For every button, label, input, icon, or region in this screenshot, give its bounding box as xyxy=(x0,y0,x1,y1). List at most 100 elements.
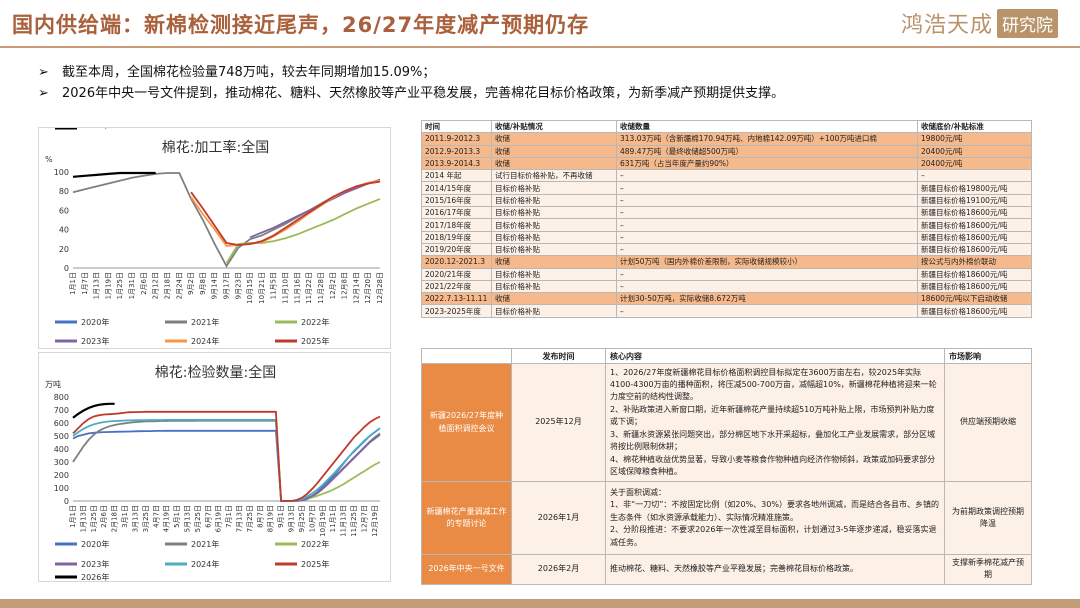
x-tick-label: 9月25日 xyxy=(298,505,306,532)
x-tick-label: 4月7日 xyxy=(152,505,160,528)
table-row: 2011.9-2012.3 收储 313.03万吨（含新疆棉170.94万吨、内地棉… xyxy=(421,132,1032,146)
legend-label: 2021年 xyxy=(191,539,219,549)
x-tick-label: 7月1日 xyxy=(225,505,233,528)
x-tick-label: 11月13日 xyxy=(340,505,348,537)
table-header-cell: 收储底价/补贴标准 xyxy=(917,119,1032,134)
x-tick-label: 9月8日 xyxy=(199,272,207,295)
table-cell: 2022.7.13-11.11 xyxy=(421,292,492,306)
y-tick-label: 0 xyxy=(64,497,69,506)
y-tick-label: 700 xyxy=(54,406,69,415)
table-cell: 目标价格补贴 xyxy=(491,206,617,220)
table-cell: 收储 xyxy=(491,156,617,171)
table-header-cell: 发布时间 xyxy=(511,348,606,364)
x-tick-label: 12月8日 xyxy=(341,272,349,299)
page-title: 国内供给端：新棉检测接近尾声，26/27年度减产预期仍存 xyxy=(12,13,590,37)
x-tick-label: 3月13日 xyxy=(131,505,139,532)
footer-bar xyxy=(0,599,1080,608)
table-row: 2020/21年度 目标价格补贴 – 新疆目标价格18600元/吨 xyxy=(421,267,1032,281)
x-tick-label: 2月18日 xyxy=(163,272,171,299)
x-tick-label: 11月1日 xyxy=(329,505,337,532)
y-tick-label: 100 xyxy=(54,484,69,493)
y-tick-label: 0 xyxy=(64,264,69,273)
table-row: 2022.7.13-11.11 收储 计划30-50万吨，实际收储8.672万吨 18… xyxy=(421,292,1032,306)
table-row: 2018/19年度 目标价格补贴 – 新疆目标价格18600元/吨 xyxy=(421,230,1032,244)
table-cell: – xyxy=(616,242,918,257)
table-cell: 目标价格补贴 xyxy=(491,181,617,195)
policy-category: 新疆2026/27年度种植面积调控会议 xyxy=(421,363,512,482)
y-axis-label: 万吨 xyxy=(45,379,61,389)
y-tick-label: 80 xyxy=(59,187,69,196)
table-cell: 目标价格补贴 xyxy=(491,193,617,208)
legend-label: 2023年 xyxy=(81,559,109,569)
y-tick-label: 60 xyxy=(59,206,69,215)
table-cell: 2018/19年度 xyxy=(421,230,492,244)
table-cell: – xyxy=(616,169,918,183)
table-row: 2023-2025年度 目标价格补贴 – 新疆目标价格18600元/吨 xyxy=(421,304,1032,318)
legend-label: 2021年 xyxy=(191,317,219,327)
table-row: 2014/15年度 目标价格补贴 – 新疆目标价格19800元/吨 xyxy=(421,181,1032,195)
bullet-item: ➢ 截至本周，全国棉花检验量748万吨，较去年同期增加15.09%； xyxy=(38,62,784,83)
bullet-text: 2026年中央一号文件提到，推动棉花、糖料、天然橡胶等产业平稳发展，完善棉花目标… xyxy=(62,86,785,101)
table-row: 2016/17年度 目标价格补贴 – 新疆目标价格18600元/吨 xyxy=(421,206,1032,220)
series-line-2025年 xyxy=(72,410,381,502)
x-tick-label: 1月1日 xyxy=(69,272,77,295)
policy-content-line: 2、分阶段推进：不要求2026年一次性减至目标面积，计划通过3-5年逐步递减，稳… xyxy=(610,525,937,547)
table-cell: 目标价格补贴 xyxy=(491,267,617,281)
series-line-2024年 xyxy=(72,419,381,502)
x-tick-label: 11月28日 xyxy=(317,272,325,304)
policy-content-line: 4、棉花种植收益优势显著，导致小麦等粮食作物种植向经济作物倾斜，政策或加码要求部… xyxy=(610,454,936,476)
legend-label: 2026年 xyxy=(81,572,109,582)
table-cell: 2023-2025年度 xyxy=(421,304,492,318)
table-cell: 2020/21年度 xyxy=(421,267,492,281)
table-header-cell: 时间 xyxy=(421,119,492,134)
x-tick-label: 9月17日 xyxy=(223,272,231,299)
series-line-2023年 xyxy=(296,433,381,502)
bullet-list: ➢ 截至本周，全国棉花检验量748万吨，较去年同期增加15.09%； ➢ 2026年… xyxy=(38,62,784,104)
x-tick-label: 3月1日 xyxy=(121,505,129,528)
table-header-cell: 收储数量 xyxy=(616,119,918,134)
x-tick-label: 10月19日 xyxy=(319,505,327,537)
table-cell: 试行目标价格补贴，不再收储 xyxy=(491,169,617,183)
table-cell: 18600元/吨以下启动收储 xyxy=(917,292,1032,306)
table-cell: 目标价格补贴 xyxy=(491,218,617,232)
y-tick-label: 500 xyxy=(54,432,69,441)
x-tick-label: 1月13日 xyxy=(79,505,87,532)
x-tick-label: 9月1日 xyxy=(277,505,285,528)
table-cell: 2013.9-2014.3 xyxy=(421,156,492,171)
table-cell: 631万吨（占当年度产量约90%） xyxy=(616,156,918,171)
x-tick-label: 10月15日 xyxy=(246,272,254,304)
legend-label: 2025年 xyxy=(301,559,329,569)
legend-label: 2020年 xyxy=(81,539,109,549)
y-tick-label: 300 xyxy=(54,458,69,467)
table-cell: 目标价格补贴 xyxy=(491,242,617,257)
table-header-cell: 收储/补贴情况 xyxy=(491,119,617,134)
table-header-cell xyxy=(421,348,512,364)
x-tick-label: 2月12日 xyxy=(152,272,160,299)
x-tick-label: 10月21日 xyxy=(258,272,266,304)
table-row: 2020.12-2021.3 收储 计划50万吨（国内外棉价差限制，实际收储规模较小… xyxy=(421,255,1032,269)
policy-impact: 支撑新季棉花减产预期 xyxy=(944,554,1032,585)
table-cell: 新疆目标价格18600元/吨 xyxy=(917,230,1032,244)
y-tick-label: 20 xyxy=(59,245,69,254)
y-tick-label: 100 xyxy=(54,168,69,177)
x-tick-label: 1月1日 xyxy=(69,505,77,528)
policy-content-line: 关于面积调减： xyxy=(610,487,666,497)
table-cell: 新疆目标价格19800元/吨 xyxy=(917,181,1032,195)
legend-label: 2024年 xyxy=(191,336,219,346)
policy-category: 新疆棉花产量调减工作的专题讨论 xyxy=(421,481,512,555)
legend-label: 2023年 xyxy=(81,336,109,346)
table-cell: 收储 xyxy=(491,144,617,158)
logo: 鸿浩天成 研究院 xyxy=(901,7,1058,39)
table-row: 2017/18年度 目标价格补贴 – 新疆目标价格18600元/吨 xyxy=(421,218,1032,232)
table-header-row: 发布时间 核心内容 市场影响 xyxy=(421,348,1032,364)
legend-label: 2024年 xyxy=(191,559,219,569)
policy-date: 2026年2月 xyxy=(511,554,606,585)
table-cell: 新疆目标价格18600元/吨 xyxy=(917,206,1032,220)
table-cell: 目标价格补贴 xyxy=(491,230,617,244)
table-cell: 收储 xyxy=(491,132,617,146)
x-tick-label: 12月19日 xyxy=(371,505,379,537)
x-tick-label: 11月16日 xyxy=(293,272,301,304)
x-tick-label: 9月2日 xyxy=(187,272,195,295)
table-cell: 新疆目标价格18600元/吨 xyxy=(917,218,1032,232)
x-tick-label: 9月13日 xyxy=(288,505,296,532)
